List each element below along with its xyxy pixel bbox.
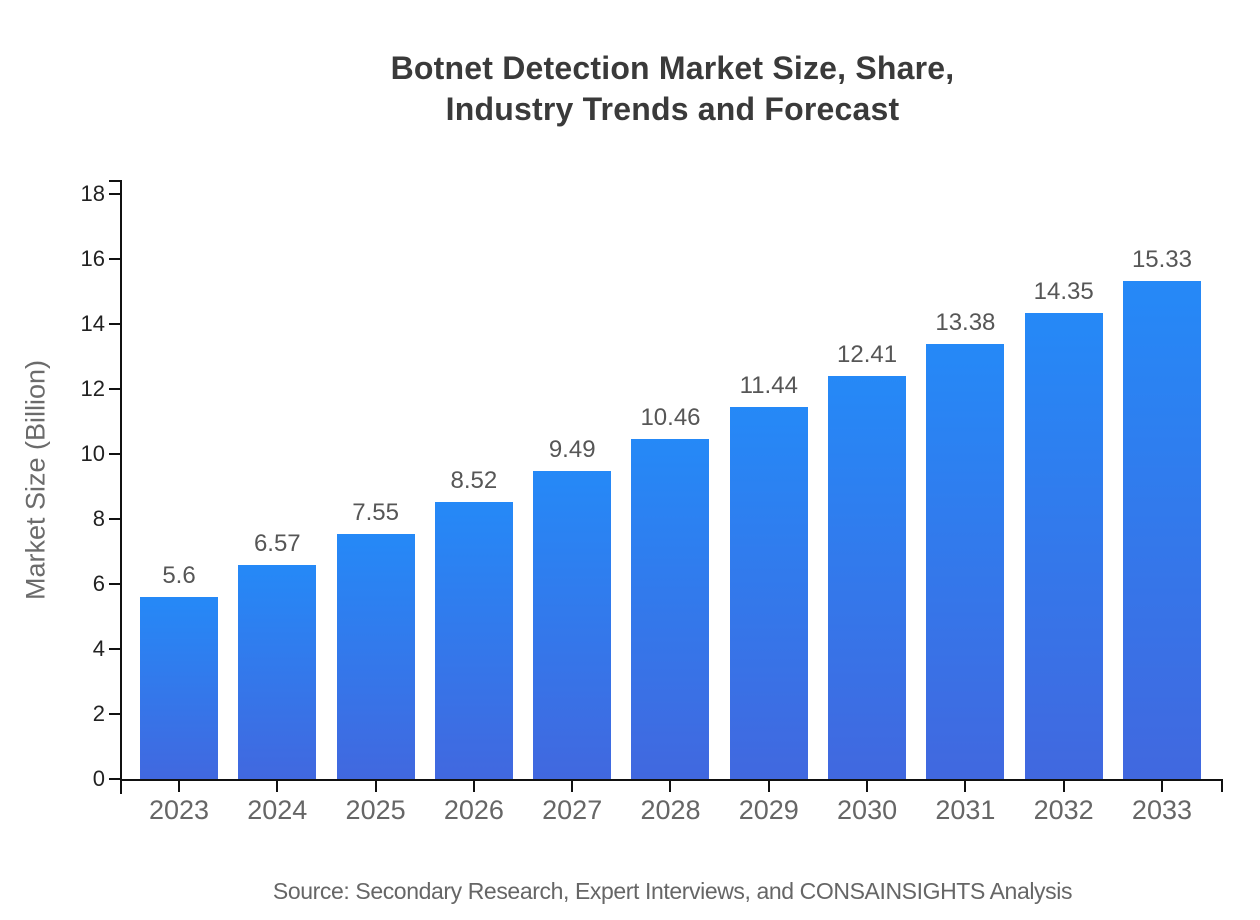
y-tick	[109, 778, 120, 780]
x-category-label: 2023	[148, 795, 210, 825]
x-category-label: 2027	[542, 795, 603, 825]
y-tick	[109, 648, 120, 651]
bar: 8.52 2026	[434, 469, 513, 824]
y-tick	[109, 583, 120, 586]
bar: 15.33 2033	[1122, 247, 1201, 824]
y-tick	[109, 518, 120, 521]
y-tick-label: 10	[80, 441, 105, 466]
bar: 7.55 2025	[336, 500, 415, 824]
x-category-label: 2025	[345, 795, 406, 825]
bar-value-label: 10.46	[640, 404, 701, 432]
y-axis-line	[120, 180, 122, 794]
y-tick	[109, 258, 120, 261]
plot-area: 0 2 4 6 8 10 12 14 16 18 5.6 2023 6.57 2024 7.55 2025 8…	[81, 180, 1223, 824]
x-tick	[1160, 781, 1163, 792]
x-axis-line	[120, 779, 1223, 781]
x-tick	[276, 781, 279, 792]
bar-value-label: 13.38	[935, 309, 996, 337]
y-tick	[109, 323, 120, 325]
bar: 6.57 2024	[238, 532, 317, 824]
x-category-label: 2033	[1131, 795, 1193, 825]
x-category-label: 2026	[443, 795, 504, 825]
x-tick	[178, 781, 180, 792]
y-tick-label: 16	[80, 246, 105, 272]
bar-value-label: 9.49	[548, 435, 596, 463]
y-tick-label: 0	[92, 766, 105, 791]
y-axis-title-text: Market Size (Billion)	[20, 359, 51, 601]
x-tick	[472, 781, 475, 792]
y-tick-label: 8	[92, 506, 105, 532]
x-tick	[374, 781, 377, 792]
x-category-label: 2028	[640, 795, 701, 825]
x-tick	[669, 781, 672, 792]
source-caption: Source: Secondary Research, Expert Inter…	[272, 878, 1073, 904]
x-tick	[1062, 781, 1065, 792]
y-tick	[109, 453, 120, 455]
bar-value-label: 14.35	[1033, 277, 1094, 305]
x-category-label: 2030	[837, 795, 898, 825]
y-tick-label: 18	[80, 181, 105, 206]
bar: 13.38 2031	[926, 311, 1005, 824]
x-category-label: 2031	[935, 795, 996, 825]
bar: 10.46 2028	[631, 406, 710, 824]
y-tick-label: 14	[80, 311, 105, 336]
y-tick-label: 2	[92, 701, 105, 727]
y-tick	[109, 193, 120, 195]
bar-value-label: 5.6	[162, 562, 196, 589]
x-axis-end-cap	[1221, 779, 1223, 792]
bar: 5.6 2023	[140, 564, 218, 824]
x-category-label: 2029	[738, 795, 799, 825]
y-tick	[109, 388, 120, 391]
x-category-label: 2032	[1033, 795, 1094, 825]
bar-value-label: 11.44	[739, 372, 798, 400]
x-category-label: 2024	[247, 795, 308, 825]
y-axis-end-cap	[109, 180, 120, 182]
bar-value-label: 8.52	[450, 467, 498, 495]
x-tick	[571, 781, 574, 792]
x-tick	[866, 781, 869, 792]
y-tick	[109, 713, 120, 716]
chart-title: Botnet Detection Market Size, Share, Ind…	[390, 50, 955, 127]
bar-value-label: 12.41	[837, 340, 898, 368]
bar: 14.35 2032	[1024, 279, 1103, 824]
y-tick-label: 12	[80, 376, 105, 401]
bar-value-label: 7.55	[352, 498, 399, 526]
bar-value-label: 15.33	[1131, 245, 1192, 273]
bar-value-label: 6.57	[253, 530, 301, 558]
y-tick-label: 4	[92, 636, 105, 662]
bars-area: 5.6 2023 6.57 2024 7.55 2025 8.52 2026 9.49 2027 1…	[122, 194, 1223, 824]
x-tick	[767, 781, 770, 792]
x-tick	[964, 781, 967, 792]
y-axis-title: Market Size (Billion)	[21, 360, 52, 600]
bar: 9.49 2027	[533, 437, 612, 824]
bar: 11.44 2029	[729, 374, 808, 824]
bar: 12.41 2030	[828, 342, 907, 824]
y-tick-label: 6	[92, 571, 105, 596]
